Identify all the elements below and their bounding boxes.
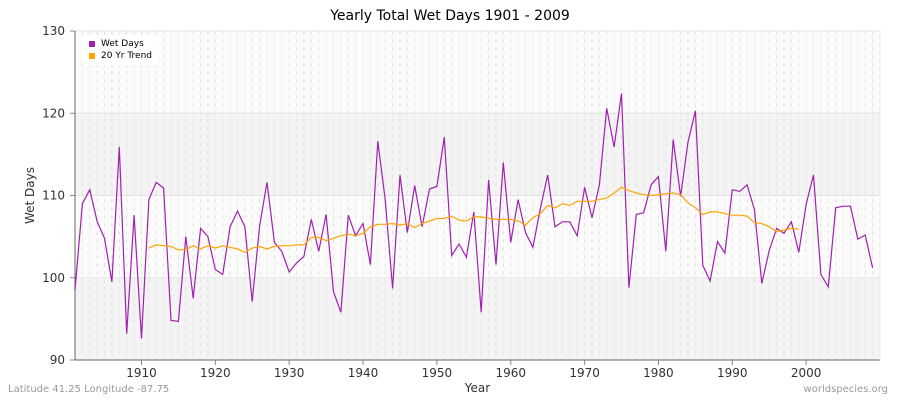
grid-band	[75, 31, 880, 114]
x-tick-label: 1950	[422, 366, 453, 380]
legend: Wet Days 20 Yr Trend	[82, 35, 160, 65]
source-label: worldspecies.org	[803, 384, 888, 395]
x-tick-label: 1930	[274, 366, 305, 380]
y-tick-label: 100	[42, 271, 65, 285]
legend-swatch	[89, 53, 95, 59]
legend-label: 20 Yr Trend	[101, 51, 153, 61]
y-tick-label: 130	[42, 24, 65, 38]
legend-label: Wet Days	[101, 39, 144, 49]
y-tick-label: 90	[50, 353, 65, 367]
legend-swatch	[89, 41, 95, 47]
x-tick-label: 1990	[717, 366, 748, 380]
y-tick-label: 110	[42, 189, 65, 203]
y-axis-label: Wet Days	[23, 167, 37, 224]
legend-item-wet-days: Wet Days	[89, 38, 152, 50]
y-tick-label: 120	[42, 106, 65, 120]
chart-title: Yearly Total Wet Days 1901 - 2009	[330, 8, 570, 24]
x-axis-label: Year	[464, 381, 490, 395]
x-tick-label: 1970	[569, 366, 600, 380]
x-tick-label: 1980	[643, 366, 674, 380]
wet-days-line	[74, 93, 874, 339]
trend-line	[148, 186, 799, 253]
x-tick-label: 1960	[495, 366, 526, 380]
x-tick-label: 2000	[791, 366, 822, 380]
legend-item-trend: 20 Yr Trend	[89, 50, 152, 62]
location-label: Latitude 41.25 Longitude -87.75	[8, 384, 170, 395]
x-tick-label: 1920	[200, 366, 231, 380]
x-tick-label: 1910	[126, 366, 157, 380]
grid-band	[75, 277, 880, 360]
x-tick-label: 1940	[348, 366, 379, 380]
grid-band	[75, 113, 880, 196]
